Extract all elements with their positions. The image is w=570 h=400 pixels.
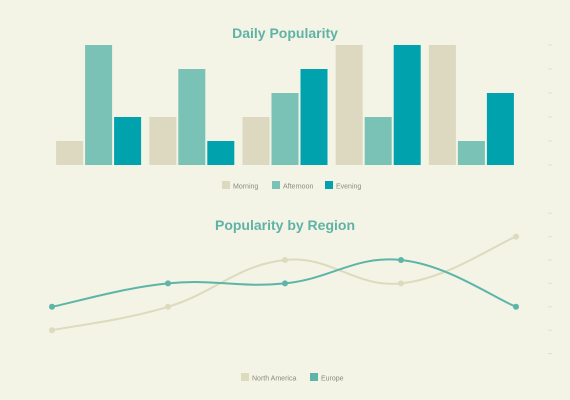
bar-morning-2 bbox=[149, 117, 177, 165]
line-chart-title: Popularity by Region bbox=[215, 217, 355, 233]
bar-chart-right-ticks bbox=[548, 44, 552, 166]
bar-afternoon-4 bbox=[364, 117, 392, 165]
line-chart-lines bbox=[49, 233, 519, 334]
bar-chart-legend: Morning Afternoon Evening bbox=[222, 181, 361, 191]
point-north-america-3 bbox=[282, 257, 288, 263]
line-chart-legend: North America Europe bbox=[241, 373, 344, 383]
legend-swatch-north-america bbox=[241, 373, 249, 381]
point-north-america-5 bbox=[513, 233, 519, 240]
bar-morning-4 bbox=[335, 45, 363, 165]
legend-label-north-america: North America bbox=[252, 376, 296, 383]
line-chart-right-ticks bbox=[548, 212, 552, 355]
bar-evening-4 bbox=[393, 45, 421, 165]
legend-swatch-afternoon bbox=[272, 181, 280, 189]
legend-label-evening: Evening bbox=[336, 184, 361, 191]
bar-afternoon-3 bbox=[271, 93, 299, 165]
legend-swatch-europe bbox=[310, 373, 318, 381]
bar-evening-5 bbox=[486, 93, 514, 165]
point-north-america-2 bbox=[165, 303, 171, 310]
legend-label-afternoon: Afternoon bbox=[283, 184, 313, 191]
point-north-america-1 bbox=[49, 327, 55, 334]
point-europe-4 bbox=[398, 257, 404, 263]
bar-morning-5 bbox=[428, 45, 456, 165]
point-europe-2 bbox=[165, 280, 171, 287]
point-europe-3 bbox=[282, 280, 288, 287]
legend-label-europe: Europe bbox=[321, 376, 344, 383]
legend-swatch-evening bbox=[325, 181, 333, 189]
bar-chart-bars bbox=[56, 45, 514, 165]
bar-afternoon-1 bbox=[85, 45, 113, 165]
legend-swatch-morning bbox=[222, 181, 230, 189]
bar-afternoon-5 bbox=[457, 141, 485, 165]
bar-evening-2 bbox=[207, 141, 235, 165]
point-europe-1 bbox=[49, 303, 55, 310]
bar-morning-1 bbox=[56, 141, 84, 165]
point-north-america-4 bbox=[398, 280, 404, 287]
bar-evening-1 bbox=[114, 117, 142, 165]
bar-afternoon-2 bbox=[178, 69, 206, 165]
bar-chart-title: Daily Popularity bbox=[232, 25, 338, 41]
bar-evening-3 bbox=[300, 69, 328, 165]
point-europe-5 bbox=[513, 303, 519, 310]
legend-label-morning: Morning bbox=[233, 184, 258, 191]
bar-morning-3 bbox=[242, 117, 270, 165]
